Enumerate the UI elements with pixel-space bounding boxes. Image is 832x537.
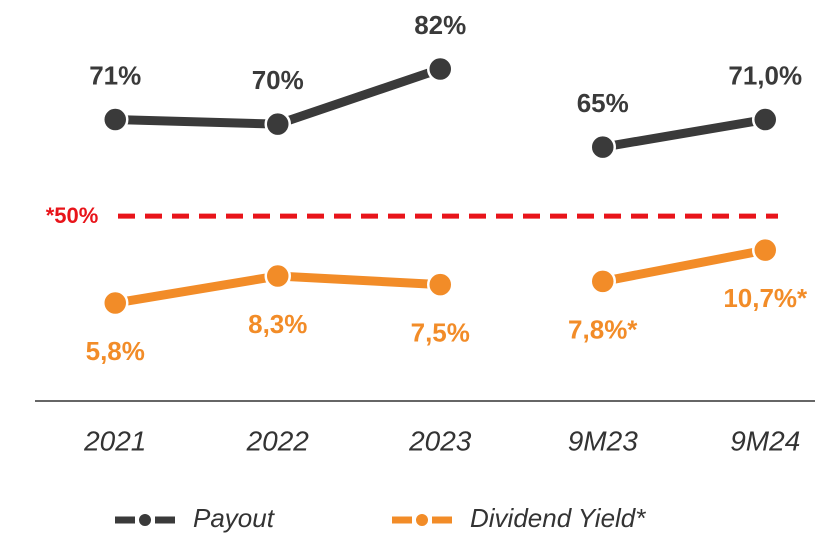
point — [589, 268, 616, 295]
point — [752, 106, 779, 133]
x-tick-label: 9M24 — [730, 425, 800, 456]
legend-marker — [414, 512, 430, 528]
legend-label: Dividend Yield* — [470, 503, 646, 533]
data-label: 71% — [89, 60, 141, 90]
series-line — [601, 115, 767, 152]
x-tick-label: 9M23 — [568, 425, 638, 456]
data-label: 65% — [577, 88, 629, 118]
point — [264, 110, 291, 138]
reference-label: *50% — [46, 203, 99, 228]
data-label: 5,8% — [86, 336, 145, 366]
data-label: 70% — [252, 65, 304, 95]
series-line — [601, 245, 767, 286]
x-tick-label: 2021 — [83, 425, 146, 456]
legend-label: Payout — [193, 503, 276, 533]
data-label: 7,8%* — [568, 314, 638, 344]
point — [427, 55, 454, 83]
point — [102, 106, 129, 133]
point — [752, 236, 779, 264]
data-label: 71,0% — [728, 60, 802, 90]
data-label: 82% — [414, 10, 466, 40]
data-label: 8,3% — [248, 309, 307, 339]
legend-marker — [137, 512, 153, 528]
point — [264, 262, 291, 290]
point — [102, 289, 129, 317]
data-label: 7,5% — [411, 318, 470, 348]
x-tick-label: 2023 — [408, 425, 472, 456]
data-label: 10,7%* — [723, 283, 808, 313]
point — [427, 271, 454, 298]
point — [589, 133, 616, 161]
x-tick-label: 2022 — [246, 425, 310, 456]
